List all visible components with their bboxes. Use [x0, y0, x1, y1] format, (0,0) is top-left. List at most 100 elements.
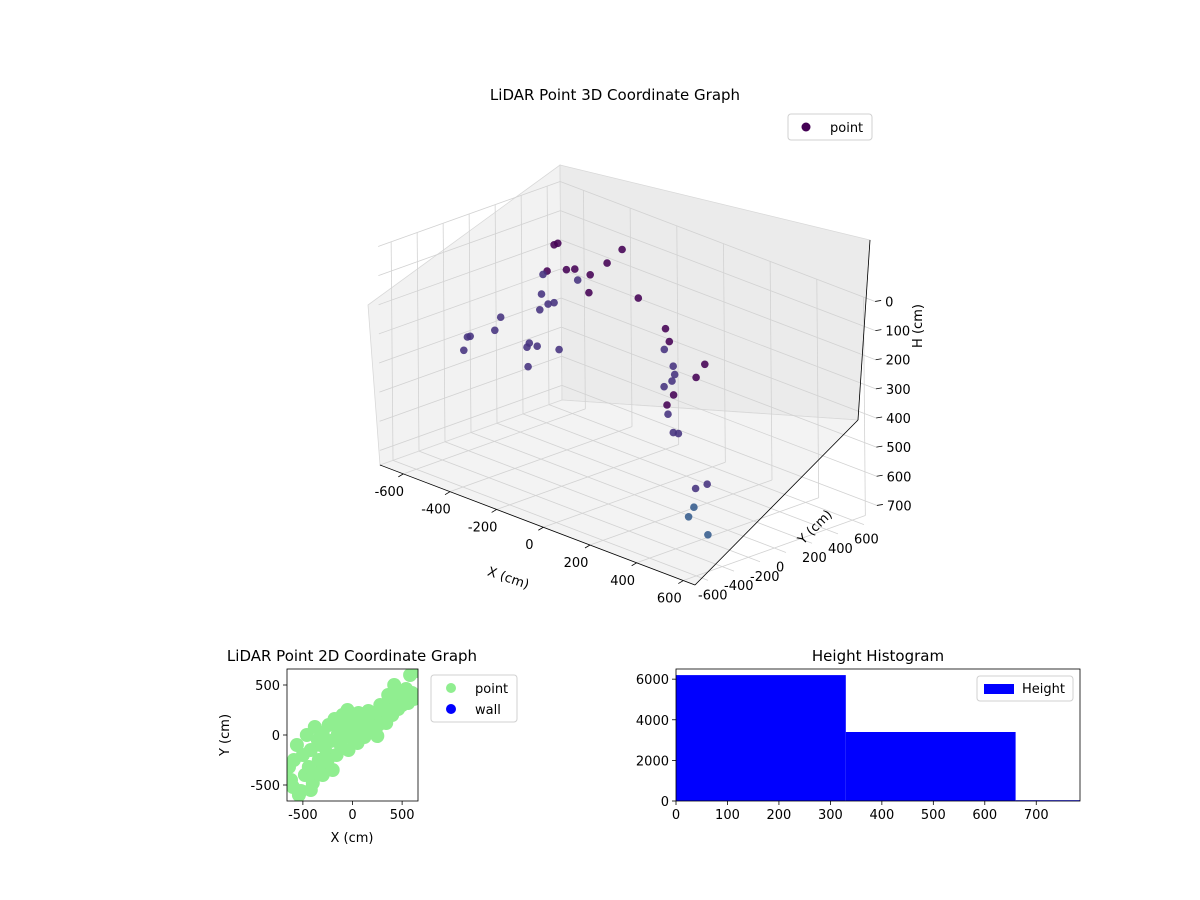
chart-3d-y-gridline [548, 404, 865, 526]
histogram-bars [676, 675, 1080, 802]
chart-2d-point [315, 768, 330, 782]
chart-3d-point [703, 480, 711, 489]
histogram-x-tick-label: 0 [672, 808, 680, 823]
chart-3d-z-tick-label: 300 [886, 383, 911, 398]
chart-3d-y-gridline [444, 441, 761, 563]
chart-2d-point [340, 703, 355, 717]
histogram-y-tick-label: 0 [661, 795, 669, 810]
chart-3d-point [665, 337, 674, 346]
chart-3d-z-gridline [378, 210, 561, 276]
chart-3d-z-tick-label: 500 [886, 441, 911, 456]
chart-2d-legend-marker-point [446, 683, 456, 693]
chart-3d-x-tick-label: 400 [610, 574, 635, 589]
chart-3d-z-tick-label: 200 [886, 354, 911, 369]
chart-3d-pane-back [559, 164, 871, 421]
chart-3d-y-tick-label: -600 [698, 588, 728, 603]
chart-3d-point [491, 326, 499, 335]
chart-3d-y-tick-label: 0 [776, 561, 784, 576]
chart-2d-point [310, 733, 325, 747]
chart-2d-legend-label-wall: wall [475, 703, 501, 718]
chart-3d-grid [378, 181, 878, 581]
chart-3d-x-tick [538, 526, 544, 531]
chart-3d-x-tick-label: 200 [564, 556, 589, 571]
chart-2d-x-tick-label: 500 [390, 808, 415, 823]
chart-3d-point [618, 245, 626, 254]
chart-3d-point [704, 531, 712, 539]
chart-2d-ticks: -500 0 500 -500 0 500 [250, 679, 414, 823]
chart-3d-point [460, 346, 468, 355]
chart-3d-point [692, 373, 700, 382]
chart-3d-y-axis-line [694, 419, 859, 586]
chart-3d-legend: point [787, 113, 873, 141]
chart-2d-y-tick-label: 500 [255, 679, 280, 694]
histogram-bar [845, 732, 1016, 801]
chart-3d-point [586, 271, 594, 279]
histogram-x-tick-label: 400 [869, 808, 894, 823]
chart-3d-x-tick [398, 473, 404, 478]
chart-3d-y-gridline [494, 204, 498, 424]
chart-3d-z-gridline [561, 326, 877, 448]
chart-3d-legend-label: point [830, 121, 863, 136]
chart-3d: LiDAR Point 3D Coordinate Graph -600-400… [367, 86, 926, 607]
chart-3d-y-gridline [442, 223, 446, 442]
chart-3d-point [550, 298, 558, 307]
chart-3d-point [669, 391, 678, 399]
chart-3d-y-gridline [496, 422, 813, 544]
chart-3d-y-gridline [392, 459, 709, 581]
chart-3d-x-tick [678, 580, 684, 584]
histogram-title: Height Histogram [812, 647, 944, 665]
chart-3d-x-gridline [723, 243, 726, 463]
chart-3d-x-tick-label: 600 [657, 592, 682, 607]
chart-3d-point [524, 362, 532, 371]
chart-3d-point [496, 313, 505, 322]
chart-3d-point [634, 294, 643, 302]
chart-3d-point [550, 241, 558, 249]
chart-3d-z-tick [876, 504, 883, 506]
chart-3d-x-tick [584, 544, 591, 549]
histogram-legend-label: Height [1022, 682, 1065, 697]
chart-3d-point [603, 259, 611, 267]
chart-3d-point [523, 343, 531, 352]
chart-3d-z-gridline [378, 297, 562, 364]
chart-2d-x-label: X (cm) [331, 831, 374, 846]
chart-3d-y-gridline [468, 213, 472, 433]
chart-3d-point [691, 484, 700, 493]
histogram-x-tick-label: 500 [921, 808, 946, 823]
chart-3d-point [555, 345, 563, 354]
chart-3d-y-gridline [546, 186, 550, 405]
chart-3d-point [466, 332, 475, 341]
chart-3d-z-tick [875, 329, 882, 331]
chart-3d-x-tick-label: -200 [468, 520, 498, 535]
chart-2d-point [320, 753, 335, 767]
chart-3d-z-gridline [378, 239, 561, 306]
chart-3d-points [460, 239, 712, 539]
chart-3d-y-tick-label: 600 [854, 533, 879, 548]
chart-2d-point [350, 736, 365, 750]
chart-2d-point [330, 728, 345, 742]
chart-2d-points [287, 669, 418, 801]
chart-3d-x-gridline [769, 261, 773, 481]
chart-3d-z-tick-label: 700 [887, 499, 912, 514]
chart-3d-x-gridline [676, 225, 680, 445]
chart-2d-point [409, 669, 418, 678]
chart-3d-x-tick [444, 491, 451, 496]
chart-2d-legend: point wall [430, 674, 518, 723]
chart-2d-point [380, 703, 395, 717]
chart-3d-x-tick-label: -600 [375, 485, 405, 500]
chart-3d-point [668, 377, 676, 385]
chart-3d-point [660, 345, 669, 354]
chart-2d-y-tick-label: -500 [250, 779, 280, 794]
chart-3d-z-label: H (cm) [911, 304, 926, 348]
chart-3d-y-gridline [390, 241, 394, 461]
chart-3d-y-gridline [522, 413, 839, 535]
chart-3d-y-tick-label: 200 [802, 551, 827, 566]
chart-3d-z-gridline [379, 385, 563, 451]
chart-3d-x-tick-label: -400 [421, 503, 451, 518]
chart-3d-x-gridline [816, 279, 820, 498]
chart-3d-z-gridline [378, 268, 562, 335]
histogram-x-tick-label: 200 [767, 808, 792, 823]
histogram-x-tick-label: 600 [972, 808, 997, 823]
chart-3d-z-gridline [560, 210, 876, 331]
histogram-bar [676, 675, 846, 801]
